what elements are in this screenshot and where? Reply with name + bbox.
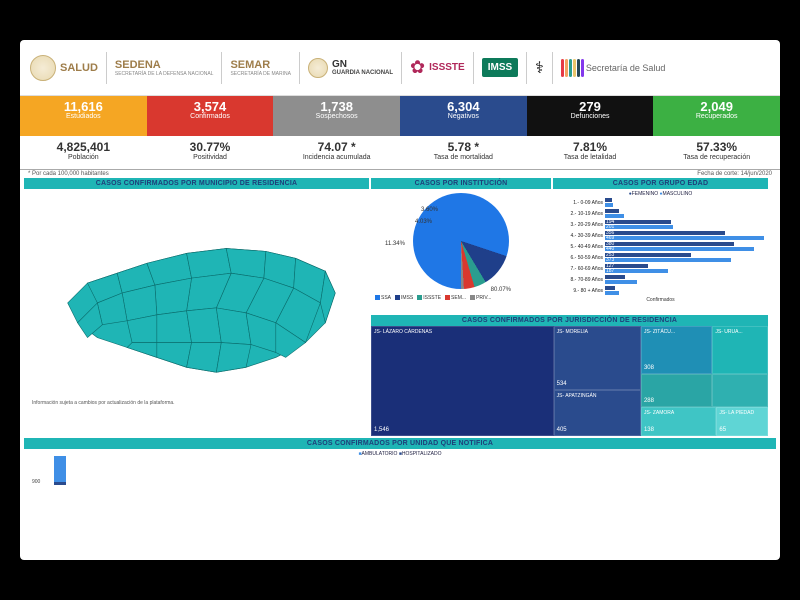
gob-seal-icon (30, 55, 56, 81)
map-svg (28, 193, 365, 393)
age-row: 4.- 30-39 Años356469 (557, 230, 764, 241)
bottom-panel: CASOS CONFIRMADOS POR UNIDAD QUE NOTIFIC… (24, 438, 776, 489)
separator (299, 52, 300, 84)
separator (401, 52, 402, 84)
logo-sec-salud: Secretaría de Salud (561, 59, 666, 77)
dashboard-frame: SALUD SEDENASECRETARÍA DE LA DEFENSA NAC… (20, 40, 780, 560)
semar-label: SEMAR (230, 59, 270, 71)
footnote-row: * Por cada 100,000 habitantes Fecha de c… (20, 170, 780, 178)
stats-row-secondary: 4,825,401Población30.77%Positividad74.07… (20, 136, 780, 170)
panels-grid: CASOS CONFIRMADOS POR MUNICIPIO DE RESID… (20, 178, 780, 436)
logo-salud: SALUD (60, 62, 98, 74)
tree-cell: JS- APATZINGÁN405 (554, 390, 641, 436)
stat-card: 2,049Recuperados (653, 96, 780, 136)
bottom-box: ■AMBULATORIO ■HOSPITALIZADO 900 (24, 449, 776, 489)
bottom-bar (54, 456, 66, 485)
legend-m: MASCULINO (663, 191, 693, 197)
legend-f: FEMENINO (632, 191, 658, 197)
logo-gn (308, 58, 328, 78)
sedena-label: SEDENA (115, 59, 161, 71)
pie-lbl-1: 3.60% (421, 207, 438, 213)
age-row: 6.- 50-59 Años253373 (557, 252, 764, 263)
footnote-right: Fecha de corte: 14/jun/2020 (697, 171, 772, 177)
age-row: 7.- 60-69 Años127187 (557, 263, 764, 274)
pie-box: 3.60% 4.03% 11.34% 80.07% SSAIMSSISSSTES… (371, 193, 551, 313)
map-note: Información sujeta a cambios por actuali… (28, 398, 365, 408)
age-row: 1.- 0-09 Años (557, 197, 764, 208)
tree-title: CASOS CONFIRMADOS POR JURISDICCIÓN DE RE… (371, 315, 768, 326)
stat-card: 3,574Confirmados (147, 96, 274, 136)
header-strip: SALUD SEDENASECRETARÍA DE LA DEFENSA NAC… (20, 40, 780, 96)
tree-cell (712, 374, 768, 407)
age-row: 5.- 40-49 Años380440 (557, 241, 764, 252)
age-box: ●FEMENINO ●MASCULINO 1.- 0-09 Años2.- 10… (553, 189, 768, 309)
tree-cell: JS- LÁZARO CÁRDENAS1,546 (371, 326, 554, 436)
semar-sub: SECRETARÍA DE MARINA (230, 71, 290, 77)
pie-legend: SSAIMSSISSSTESEM...PRIV... (371, 293, 551, 303)
logo-semar: SEMARSECRETARÍA DE MARINA (230, 59, 290, 77)
gn-text: GNGUARDIA NACIONAL (332, 59, 393, 76)
bottom-title: CASOS CONFIRMADOS POR UNIDAD QUE NOTIFIC… (24, 438, 776, 449)
mich-seal-icon: ⚕ (535, 58, 544, 78)
sec-salud-label: Secretaría de Salud (586, 63, 666, 73)
tree-cell: 288 (641, 374, 712, 407)
age-row: 2.- 10-19 Años (557, 208, 764, 219)
pie-lbl-4: 80.07% (491, 287, 511, 293)
stat-card: 11,616Estudiados (20, 96, 147, 136)
separator (106, 52, 107, 84)
stat-card: 6,304Negativos (400, 96, 527, 136)
gn-seal-icon (308, 58, 328, 78)
pie-lbl-2: 4.03% (415, 219, 432, 225)
age-xlabel: Confirmados (557, 297, 764, 303)
footnote-left: * Por cada 100,000 habitantes (28, 171, 109, 177)
age-panel: CASOS POR GRUPO EDAD ●FEMENINO ●MASCULIN… (553, 178, 768, 313)
age-title: CASOS POR GRUPO EDAD (553, 178, 768, 189)
salud-label: SALUD (60, 62, 98, 74)
sedena-sub: SECRETARÍA DE LA DEFENSA NACIONAL (115, 71, 214, 77)
separator (552, 52, 553, 84)
stats-row-primary: 11,616Estudiados3,574Confirmados1,738Sos… (20, 96, 780, 136)
age-row: 9.- 80 + Años (557, 285, 764, 296)
stat-card: 30.77%Positividad (147, 136, 274, 169)
stat-card: 74.07 *Incidencia acumulada (273, 136, 400, 169)
tree-cell: JS- ZAMORA138 (641, 407, 716, 436)
age-rows: 1.- 0-09 Años2.- 10-19 Años3.- 20-29 Año… (557, 197, 764, 296)
stat-card: 1,738Sospechosos (273, 96, 400, 136)
issste-icon: ✿ (410, 57, 425, 78)
age-row: 3.- 20-29 Años194201 (557, 219, 764, 230)
legend-hosp: HOSPITALIZADO (402, 451, 442, 457)
stat-card: 7.81%Tasa de letalidad (527, 136, 654, 169)
stat-card: 279Defunciones (527, 96, 654, 136)
stat-card: 5.78 *Tasa de mortalidad (400, 136, 527, 169)
separator (473, 52, 474, 84)
tree-cell: JS- LA PIEDAD65 (716, 407, 768, 436)
separator (221, 52, 222, 84)
tree-cell: JS- URUA... (712, 326, 768, 374)
tree-cell: JS- ZITÁCU...308 (641, 326, 712, 374)
logo-sedena: SEDENASECRETARÍA DE LA DEFENSA NACIONAL (115, 59, 214, 77)
imss-label: IMSS (482, 58, 518, 77)
stat-card: 57.33%Tasa de recuperación (653, 136, 780, 169)
map-panel: CASOS CONFIRMADOS POR MUNICIPIO DE RESID… (24, 178, 369, 436)
gn-sub: GUARDIA NACIONAL (332, 70, 393, 76)
issste-label: ISSSTE (429, 62, 465, 73)
legend-amb: AMBULATORIO (362, 451, 398, 457)
pie-title: CASOS POR INSTITUCIÓN (371, 178, 551, 189)
pie-lbl-3: 11.34% (385, 241, 405, 247)
bottom-legend: ■AMBULATORIO ■HOSPITALIZADO (32, 451, 768, 457)
tree-cell: JS- MORELIA534 (554, 326, 641, 390)
ss-bars-icon (561, 59, 584, 77)
separator (526, 52, 527, 84)
bottom-ytick: 900 (32, 479, 40, 485)
age-row: 8.- 70-89 Años (557, 274, 764, 285)
pie-panel: CASOS POR INSTITUCIÓN 3.60% 4.03% 11.34%… (371, 178, 551, 313)
map-title: CASOS CONFIRMADOS POR MUNICIPIO DE RESID… (24, 178, 369, 189)
tree-box: JS- LÁZARO CÁRDENAS1,546JS- MORELIA534JS… (371, 326, 768, 436)
stat-card: 4,825,401Población (20, 136, 147, 169)
map-box: Información sujeta a cambios por actuali… (24, 189, 369, 421)
tree-panel: CASOS CONFIRMADOS POR JURISDICCIÓN DE RE… (371, 315, 768, 436)
